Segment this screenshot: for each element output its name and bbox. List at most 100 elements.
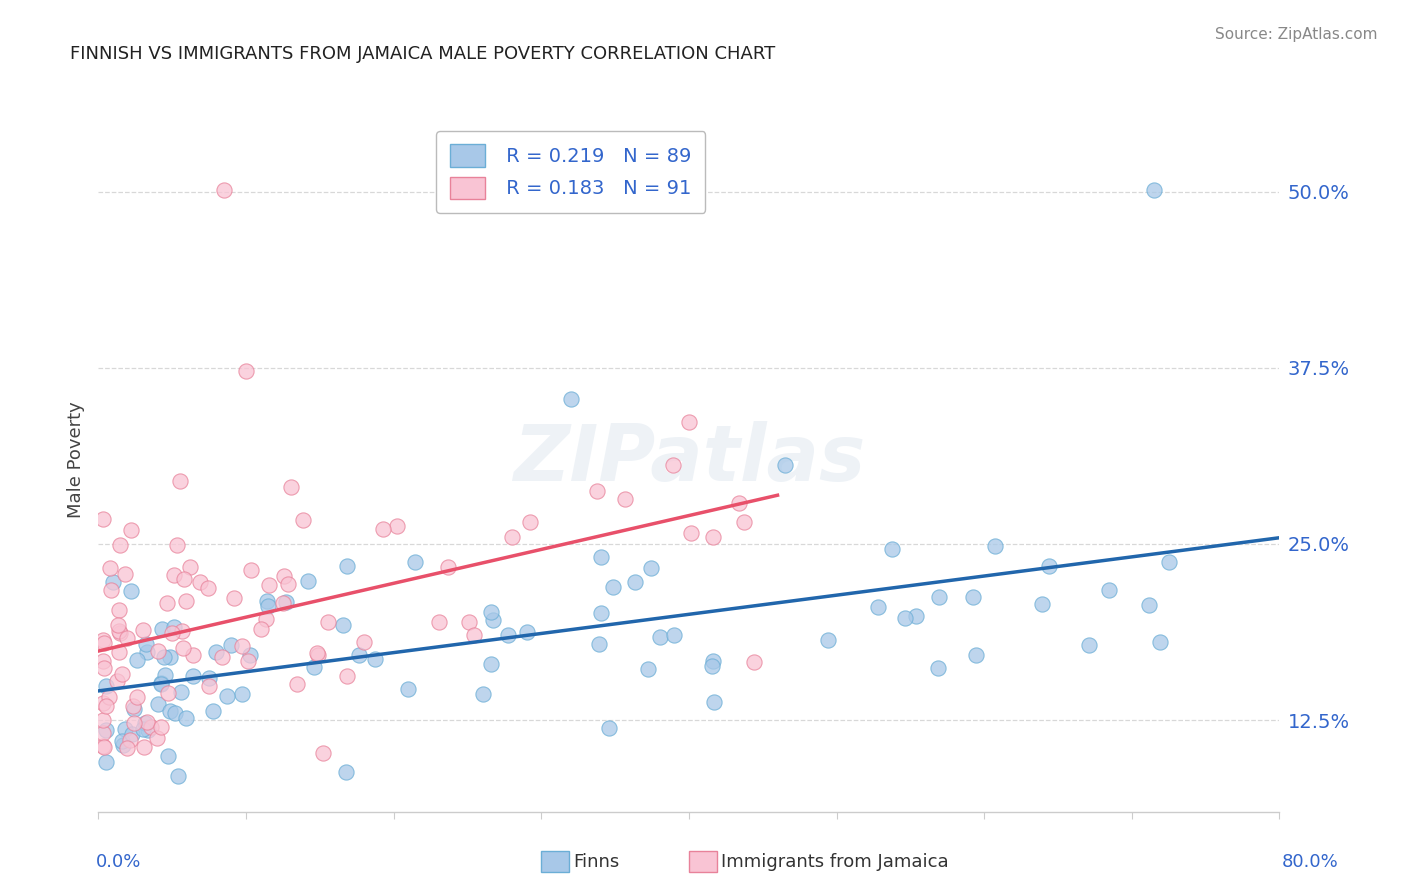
Point bbox=[728, 495, 751, 509]
Point bbox=[560, 392, 582, 406]
Point bbox=[139, 720, 162, 734]
Point bbox=[120, 584, 142, 599]
Text: ZIPatlas: ZIPatlas bbox=[513, 421, 865, 498]
Point bbox=[297, 574, 319, 588]
Point bbox=[458, 615, 481, 629]
Point bbox=[169, 685, 191, 699]
Point bbox=[773, 458, 796, 472]
Point bbox=[117, 631, 139, 645]
Point bbox=[984, 539, 1007, 553]
Point bbox=[1078, 638, 1101, 652]
Point bbox=[122, 716, 145, 731]
Point bbox=[501, 530, 523, 544]
Point bbox=[108, 624, 131, 639]
Point bbox=[201, 704, 224, 718]
Point bbox=[588, 637, 610, 651]
Point bbox=[742, 655, 765, 669]
Point bbox=[212, 183, 235, 197]
Point bbox=[91, 739, 114, 753]
Point bbox=[316, 615, 339, 630]
Point bbox=[93, 636, 115, 650]
Point bbox=[148, 644, 170, 658]
Point bbox=[1038, 559, 1060, 574]
Point bbox=[174, 710, 197, 724]
Text: Finns: Finns bbox=[574, 853, 620, 871]
Point bbox=[179, 560, 201, 574]
Point bbox=[336, 669, 359, 683]
Point bbox=[108, 538, 131, 552]
Text: Source: ZipAtlas.com: Source: ZipAtlas.com bbox=[1215, 27, 1378, 42]
Point bbox=[156, 596, 179, 610]
Point bbox=[181, 648, 204, 663]
Point bbox=[866, 599, 889, 614]
Point bbox=[107, 618, 129, 632]
Point bbox=[114, 723, 136, 737]
Point bbox=[103, 575, 125, 590]
Point bbox=[135, 714, 157, 729]
Point bbox=[163, 568, 186, 582]
Point bbox=[1137, 598, 1160, 612]
Point bbox=[122, 702, 145, 716]
Point bbox=[100, 583, 122, 598]
Point bbox=[115, 740, 138, 755]
Point bbox=[598, 721, 620, 735]
Point bbox=[404, 555, 426, 569]
Point bbox=[94, 723, 117, 737]
Point bbox=[302, 660, 325, 674]
Text: 0.0%: 0.0% bbox=[96, 853, 141, 871]
Point bbox=[94, 698, 117, 713]
Point bbox=[132, 623, 155, 637]
Point bbox=[160, 625, 183, 640]
Point bbox=[1149, 635, 1171, 649]
Point bbox=[271, 596, 294, 610]
Point bbox=[335, 764, 357, 779]
Point bbox=[962, 590, 984, 604]
Point bbox=[516, 625, 538, 640]
Point bbox=[118, 732, 141, 747]
Point bbox=[364, 651, 387, 665]
Point bbox=[277, 577, 299, 591]
Point bbox=[703, 695, 725, 709]
Point bbox=[134, 715, 156, 730]
Point bbox=[238, 654, 260, 668]
Legend:  R = 0.219   N = 89,  R = 0.183   N = 91: R = 0.219 N = 89, R = 0.183 N = 91 bbox=[436, 131, 706, 212]
Point bbox=[91, 696, 114, 710]
Point bbox=[112, 738, 135, 752]
Text: Immigrants from Jamaica: Immigrants from Jamaica bbox=[721, 853, 949, 871]
Point bbox=[111, 734, 134, 748]
Point bbox=[127, 653, 149, 667]
Point bbox=[219, 638, 242, 652]
Point bbox=[169, 474, 191, 488]
Point bbox=[111, 667, 134, 681]
Point bbox=[120, 523, 142, 537]
Point bbox=[231, 687, 253, 701]
Point bbox=[149, 677, 172, 691]
Point bbox=[91, 713, 114, 727]
Point bbox=[211, 650, 233, 665]
Point bbox=[91, 654, 114, 668]
Point bbox=[98, 690, 121, 704]
Point bbox=[156, 686, 179, 700]
Point bbox=[662, 458, 685, 472]
Point bbox=[166, 538, 188, 552]
Point bbox=[114, 567, 136, 582]
Point bbox=[155, 667, 177, 681]
Point bbox=[637, 662, 659, 676]
Point bbox=[136, 723, 159, 737]
Point bbox=[1143, 183, 1166, 197]
Point bbox=[385, 518, 408, 533]
Point bbox=[463, 628, 485, 642]
Point bbox=[135, 637, 157, 651]
Point bbox=[624, 574, 647, 589]
Point bbox=[347, 648, 370, 662]
Point bbox=[280, 480, 302, 494]
Point bbox=[167, 769, 190, 784]
Point bbox=[159, 650, 181, 665]
Point bbox=[188, 574, 211, 589]
Point bbox=[254, 612, 277, 626]
Point bbox=[679, 525, 702, 540]
Point bbox=[239, 648, 262, 662]
Point bbox=[664, 628, 686, 642]
Point bbox=[256, 599, 278, 613]
Point bbox=[613, 492, 636, 507]
